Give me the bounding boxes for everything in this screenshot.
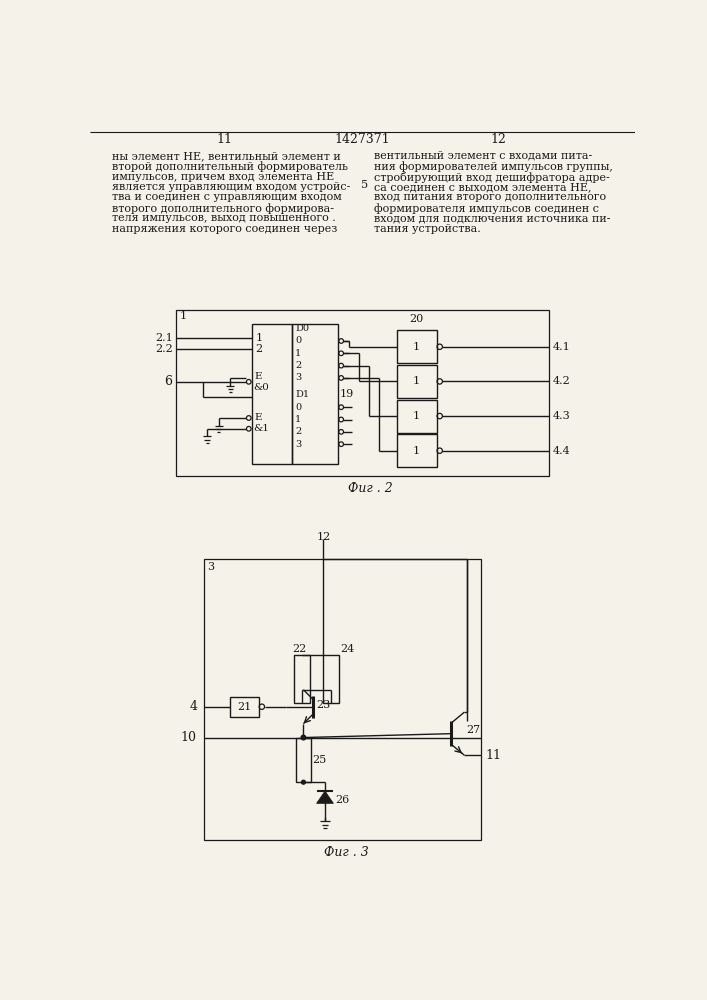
Text: 3: 3 (207, 562, 214, 572)
Text: 1: 1 (413, 342, 420, 352)
Text: Фиг . 2: Фиг . 2 (348, 482, 393, 495)
Text: 6: 6 (165, 375, 173, 388)
Text: 1: 1 (413, 411, 420, 421)
Text: второй дополнительный формирователь: второй дополнительный формирователь (112, 161, 348, 172)
Text: стробирующий вход дешифратора адре-: стробирующий вход дешифратора адре- (373, 172, 609, 183)
Text: импульсов, причем вход элемента НЕ: импульсов, причем вход элемента НЕ (112, 172, 334, 182)
Bar (397, 330, 437, 363)
Text: 1427371: 1427371 (334, 133, 390, 146)
Text: 23: 23 (317, 700, 331, 710)
Text: 5: 5 (361, 180, 368, 190)
Text: 3: 3 (295, 373, 301, 382)
Text: &1: &1 (253, 424, 269, 433)
Bar (397, 400, 437, 433)
Text: 3: 3 (295, 440, 301, 449)
Text: 1: 1 (295, 349, 301, 358)
Text: формирователя импульсов соединен с: формирователя импульсов соединен с (373, 203, 599, 214)
Bar (294, 655, 310, 703)
Text: вентильный элемент с входами пита-: вентильный элемент с входами пита- (373, 151, 592, 161)
Text: 21: 21 (237, 702, 251, 712)
Bar (292, 324, 338, 464)
Text: 1: 1 (295, 415, 301, 424)
Text: 20: 20 (409, 314, 423, 324)
Text: вход питания второго дополнительного: вход питания второго дополнительного (373, 192, 606, 202)
Text: 1: 1 (413, 446, 420, 456)
Text: 19: 19 (339, 389, 354, 399)
Text: 4: 4 (190, 700, 198, 713)
Text: 0: 0 (295, 336, 301, 345)
Text: напряжения которого соединен через: напряжения которого соединен через (112, 224, 337, 234)
Text: тва и соединен с управляющим входом: тва и соединен с управляющим входом (112, 192, 341, 202)
Text: 10: 10 (180, 731, 197, 744)
Bar (397, 365, 437, 398)
Text: 4.4: 4.4 (553, 446, 571, 456)
Text: 0: 0 (295, 403, 301, 412)
Text: тания устройства.: тания устройства. (373, 224, 480, 234)
Text: 1: 1 (413, 376, 420, 386)
Bar (204, 559, 481, 840)
Text: 2: 2 (295, 427, 301, 436)
Text: E: E (255, 413, 262, 422)
Text: са соединен с выходом элемента НЕ,: са соединен с выходом элемента НЕ, (373, 182, 591, 192)
Text: 2.2: 2.2 (155, 344, 173, 354)
Text: 4.3: 4.3 (553, 411, 571, 421)
Text: 22: 22 (293, 644, 307, 654)
Bar (324, 655, 339, 703)
Text: 26: 26 (335, 795, 349, 805)
Text: второго дополнительного формирова-: второго дополнительного формирова- (112, 203, 334, 214)
Text: 25: 25 (312, 755, 327, 765)
Text: 1: 1 (180, 311, 187, 321)
Text: 27: 27 (466, 725, 480, 735)
Text: 12: 12 (491, 133, 506, 146)
Text: 4.1: 4.1 (553, 342, 571, 352)
Bar (252, 324, 292, 464)
Text: Фиг . 3: Фиг . 3 (325, 846, 369, 859)
Text: 4.2: 4.2 (553, 376, 571, 386)
Text: 12: 12 (316, 532, 331, 542)
Text: 2: 2 (256, 344, 263, 354)
Text: 2.1: 2.1 (155, 333, 173, 343)
Text: E: E (255, 372, 262, 381)
Text: 24: 24 (340, 644, 355, 654)
Text: 2: 2 (295, 361, 301, 370)
Text: 1: 1 (256, 333, 263, 343)
Text: входом для подключения источника пи-: входом для подключения источника пи- (373, 213, 610, 223)
Text: 11: 11 (486, 749, 502, 762)
Bar (296, 738, 311, 782)
Bar (397, 434, 437, 467)
Text: ны элемент НЕ, вентильный элемент и: ны элемент НЕ, вентильный элемент и (112, 151, 341, 161)
Bar (176, 310, 549, 476)
Circle shape (301, 735, 305, 740)
Text: ния формирователей импульсов группы,: ния формирователей импульсов группы, (373, 161, 612, 172)
Text: D1: D1 (295, 390, 309, 399)
Text: 11: 11 (217, 133, 233, 146)
Circle shape (301, 780, 305, 784)
Bar (230, 697, 259, 717)
Text: теля импульсов, выход повышенного .: теля импульсов, выход повышенного . (112, 213, 335, 223)
Text: &0: &0 (253, 383, 269, 392)
Text: является управляющим входом устройс-: является управляющим входом устройс- (112, 182, 350, 192)
Polygon shape (317, 791, 334, 803)
Text: D0: D0 (295, 324, 309, 333)
